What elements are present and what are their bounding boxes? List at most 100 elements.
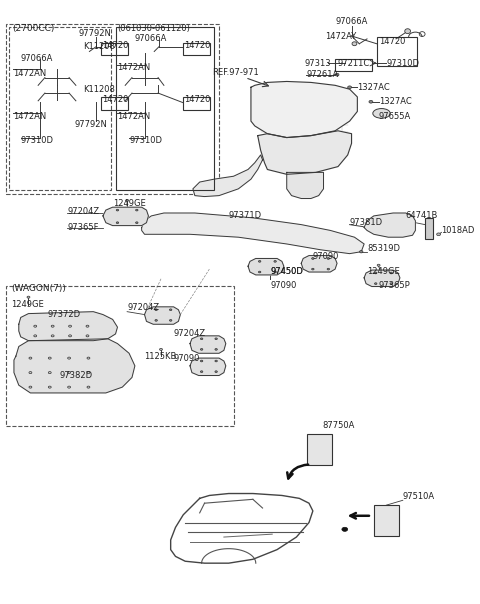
Text: 1472AN: 1472AN	[118, 112, 151, 121]
Ellipse shape	[201, 360, 203, 362]
Text: 97313: 97313	[304, 59, 331, 68]
Text: 1018AD: 1018AD	[442, 226, 475, 235]
Polygon shape	[364, 213, 415, 237]
Ellipse shape	[405, 29, 410, 34]
Ellipse shape	[155, 320, 157, 321]
Ellipse shape	[68, 386, 71, 388]
Ellipse shape	[258, 260, 261, 262]
Text: 97792N: 97792N	[79, 28, 112, 37]
Ellipse shape	[29, 386, 32, 388]
Text: (WAGON(7)): (WAGON(7))	[11, 284, 66, 293]
Bar	[9, 27, 111, 190]
Text: 14720: 14720	[379, 37, 405, 47]
Bar	[335, 59, 372, 71]
Ellipse shape	[215, 360, 217, 362]
Text: 97450D: 97450D	[270, 266, 303, 275]
Polygon shape	[144, 307, 180, 324]
Bar	[116, 27, 214, 190]
Polygon shape	[190, 358, 226, 376]
Polygon shape	[142, 213, 364, 254]
Text: 97090: 97090	[313, 252, 339, 261]
Text: 97066A: 97066A	[21, 54, 53, 63]
Ellipse shape	[116, 222, 119, 223]
Bar	[377, 37, 417, 66]
Ellipse shape	[159, 349, 162, 350]
Text: 97261A: 97261A	[306, 70, 338, 79]
Text: 1249GE: 1249GE	[113, 199, 145, 208]
Text: 97371D: 97371D	[228, 211, 262, 220]
Ellipse shape	[135, 209, 138, 211]
Text: 14720: 14720	[102, 95, 128, 104]
Text: 1327AC: 1327AC	[357, 83, 390, 92]
Ellipse shape	[373, 109, 390, 118]
Ellipse shape	[312, 268, 314, 270]
Ellipse shape	[377, 264, 380, 266]
Polygon shape	[258, 131, 351, 175]
Text: 97204Z: 97204Z	[127, 303, 159, 312]
Bar	[101, 97, 128, 109]
Ellipse shape	[51, 335, 54, 337]
Bar	[183, 97, 210, 109]
Text: 1249GE: 1249GE	[367, 266, 400, 275]
Ellipse shape	[69, 335, 72, 337]
Text: REF.97-971: REF.97-971	[212, 68, 259, 77]
Ellipse shape	[258, 271, 261, 273]
Bar	[183, 43, 210, 56]
Ellipse shape	[369, 100, 373, 103]
Ellipse shape	[215, 338, 217, 339]
Text: 1472AN: 1472AN	[13, 112, 46, 121]
Text: 87750A: 87750A	[323, 422, 355, 430]
Text: 64741B: 64741B	[406, 211, 438, 220]
Ellipse shape	[126, 199, 129, 202]
Text: 97655A: 97655A	[379, 112, 411, 121]
Text: K11208: K11208	[84, 42, 116, 51]
Ellipse shape	[348, 86, 351, 89]
Text: 97090: 97090	[270, 281, 297, 290]
Ellipse shape	[335, 73, 339, 76]
Text: 97204Z: 97204Z	[67, 207, 99, 216]
Text: 14720: 14720	[184, 95, 211, 104]
Ellipse shape	[390, 283, 393, 284]
Ellipse shape	[29, 357, 32, 359]
Ellipse shape	[215, 349, 217, 350]
Bar	[101, 43, 128, 56]
Polygon shape	[19, 312, 118, 341]
Text: 1249GE: 1249GE	[11, 300, 44, 309]
Text: 97211C: 97211C	[337, 59, 369, 68]
Ellipse shape	[390, 272, 393, 274]
Bar	[6, 24, 219, 194]
Bar	[425, 218, 433, 239]
Text: 97310D: 97310D	[386, 59, 420, 68]
Text: 97310D: 97310D	[129, 136, 162, 145]
Bar	[374, 505, 399, 536]
Bar	[6, 286, 234, 426]
Text: 97066A: 97066A	[335, 17, 368, 26]
Ellipse shape	[87, 371, 90, 374]
Ellipse shape	[86, 335, 89, 337]
Ellipse shape	[437, 233, 441, 236]
Ellipse shape	[48, 357, 51, 359]
Text: 14720: 14720	[102, 41, 128, 50]
Ellipse shape	[69, 325, 72, 327]
Ellipse shape	[48, 386, 51, 388]
Polygon shape	[251, 82, 357, 138]
Text: 1125KB: 1125KB	[144, 352, 177, 361]
Text: 14720: 14720	[184, 41, 211, 50]
Text: 1472AY: 1472AY	[325, 33, 357, 42]
Polygon shape	[190, 336, 226, 353]
Ellipse shape	[87, 357, 90, 359]
Ellipse shape	[342, 527, 348, 532]
Text: 85319D: 85319D	[367, 244, 400, 253]
Polygon shape	[103, 207, 148, 225]
Ellipse shape	[27, 296, 30, 298]
Text: 97090: 97090	[174, 353, 200, 362]
Ellipse shape	[155, 309, 157, 310]
Ellipse shape	[116, 209, 119, 211]
Polygon shape	[193, 155, 263, 196]
Text: 97792N: 97792N	[75, 120, 108, 129]
Ellipse shape	[201, 371, 203, 373]
Text: 1472AN: 1472AN	[13, 69, 46, 79]
Polygon shape	[287, 172, 324, 199]
Ellipse shape	[34, 335, 36, 337]
Text: (061030-061120): (061030-061120)	[118, 24, 191, 33]
